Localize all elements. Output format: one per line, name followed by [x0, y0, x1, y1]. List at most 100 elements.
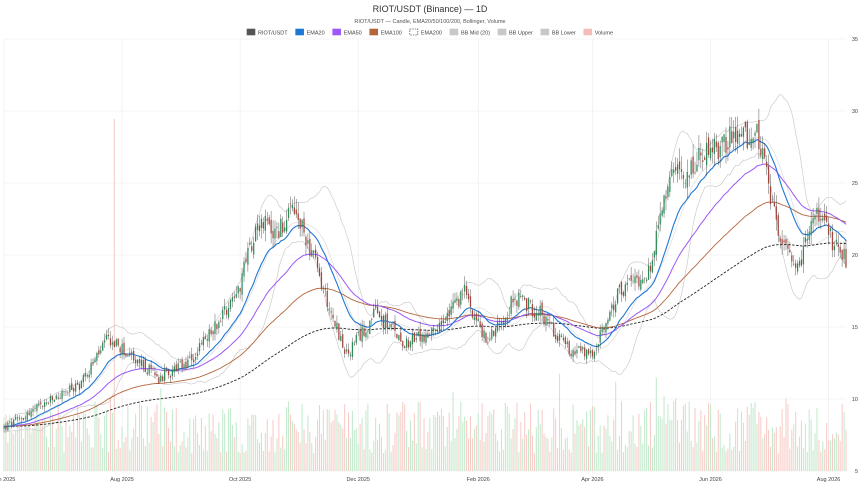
legend-label: BB Mid (20) [461, 31, 490, 37]
candle [402, 340, 404, 351]
candle [516, 299, 518, 313]
candle-body [481, 323, 483, 338]
candle-body [541, 302, 543, 315]
candle-body [580, 346, 582, 352]
candle-body [338, 323, 340, 340]
candle-body [347, 349, 350, 354]
volume-bar [677, 419, 679, 471]
candle [566, 337, 568, 349]
candle-body [810, 221, 812, 236]
volume-bar [415, 443, 417, 471]
volume-bar [826, 423, 828, 471]
volume-bar [588, 446, 590, 471]
candle-body [194, 357, 197, 360]
candle-body [460, 291, 462, 305]
candle [796, 260, 799, 275]
volume-bar [154, 411, 156, 471]
volume-bar [167, 427, 170, 471]
candle-body [98, 350, 100, 355]
candle [529, 299, 532, 304]
candle [837, 234, 839, 257]
volume-bar [551, 437, 553, 471]
candle [764, 142, 766, 160]
volume-bar [829, 440, 832, 471]
candle [260, 214, 263, 239]
candle [156, 370, 158, 377]
candle [22, 417, 24, 421]
candle-body [800, 259, 803, 266]
candle-body [22, 417, 24, 420]
volume-bar [464, 416, 466, 471]
candle-body [378, 311, 381, 317]
candle [551, 321, 553, 325]
candle-body [282, 222, 284, 233]
volume-bar [340, 424, 342, 471]
volume-bar [440, 408, 442, 471]
candle [423, 331, 425, 344]
candle [576, 343, 578, 359]
candle-body [134, 359, 137, 364]
candle-body [313, 250, 315, 253]
legend-label: EMA100 [381, 31, 402, 37]
volume-bar [311, 442, 313, 471]
volume-bar [570, 452, 572, 471]
volume-bar [452, 391, 454, 471]
candle [812, 207, 814, 234]
candle [218, 319, 220, 334]
candle [694, 161, 696, 175]
volume-bar [92, 447, 94, 471]
candle [280, 214, 282, 238]
volume-bar [346, 438, 348, 471]
candle [427, 330, 429, 339]
candle-body [473, 316, 475, 320]
candle-body [465, 285, 468, 295]
candle [522, 294, 524, 301]
candle [210, 327, 212, 337]
volume-bar [278, 413, 280, 471]
candle-body [115, 339, 117, 347]
volume-bar [800, 420, 803, 471]
candle-body [496, 321, 499, 331]
candle [14, 413, 17, 421]
volume-bar [336, 414, 338, 471]
candle-body [392, 323, 394, 324]
volume-bar [363, 449, 365, 471]
candle-body [357, 331, 359, 334]
candle [508, 306, 510, 319]
candle-body [47, 402, 50, 404]
candle-body [479, 321, 481, 326]
candle [609, 309, 611, 322]
candle [504, 317, 506, 328]
volume-bar [692, 447, 694, 471]
candle-body [32, 409, 34, 412]
candle [835, 232, 837, 246]
candle [746, 119, 748, 150]
candle [824, 203, 826, 226]
candle [102, 340, 104, 351]
volume-bar [96, 404, 98, 471]
volume-bar [107, 451, 110, 471]
volume-bar [175, 408, 177, 471]
volume-bar [833, 438, 835, 471]
candle-body [835, 239, 837, 242]
candle-body [322, 288, 325, 289]
candle [26, 409, 28, 422]
y-tick-label: 15 [852, 325, 858, 331]
candle-body [315, 249, 317, 258]
candle [686, 159, 688, 199]
volume-bar [359, 423, 361, 471]
candle [773, 192, 776, 207]
candle-body [278, 231, 280, 239]
volume-bar [731, 450, 733, 471]
candle-body [413, 332, 415, 343]
candle [365, 325, 367, 341]
candle-body [514, 298, 516, 300]
volume-bar [497, 440, 499, 471]
volume-bar [119, 448, 121, 471]
candle [438, 319, 441, 334]
volume-bar [160, 388, 162, 471]
candle-body [301, 219, 303, 228]
legend-item: BB Upper [497, 28, 533, 37]
candle [355, 332, 357, 346]
candle-body [829, 228, 832, 232]
